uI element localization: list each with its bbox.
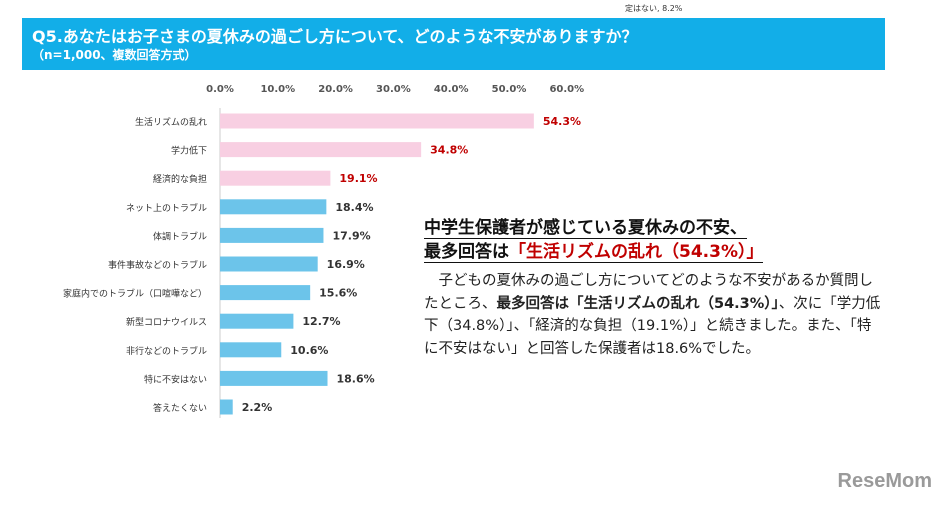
bar bbox=[220, 342, 282, 358]
question-title: Q5.あなたはお子さまの夏休みの過ごし方について、どのような不安がありますか？ bbox=[32, 27, 638, 46]
question-subtitle: （n=1,000、複数回答方式） bbox=[32, 48, 197, 62]
body-text-2: 、次に「学力低下（34.8%）」、「経済的な負担（19.1%）」と続きました。ま… bbox=[424, 295, 881, 357]
bar bbox=[220, 399, 233, 415]
category-label: 非行などのトラブル bbox=[126, 345, 207, 357]
category-label: 答えたくない bbox=[153, 402, 207, 414]
bar bbox=[220, 370, 328, 386]
value-label: 16.9% bbox=[327, 258, 365, 271]
body-bold: 最多回答は「生活リズムの乱れ（54.3%）」 bbox=[496, 295, 779, 312]
value-label: 18.4% bbox=[335, 201, 373, 214]
value-label: 10.6% bbox=[290, 344, 328, 357]
bar bbox=[220, 199, 327, 215]
x-tick-label: 40.0% bbox=[434, 84, 469, 95]
x-tick-label: 0.0% bbox=[206, 84, 234, 95]
article-heading: 中学生保護者が感じている夏休みの不安、 最多回答は「生活リズムの乱れ（54.3%… bbox=[424, 216, 884, 264]
bar bbox=[220, 227, 324, 243]
article-text: 中学生保護者が感じている夏休みの不安、 最多回答は「生活リズムの乱れ（54.3%… bbox=[424, 216, 884, 360]
value-label: 12.7% bbox=[302, 315, 340, 328]
bar bbox=[220, 256, 318, 272]
bar bbox=[220, 285, 311, 301]
category-label: 新型コロナウイルス bbox=[126, 316, 207, 328]
x-tick-label: 30.0% bbox=[376, 84, 411, 95]
bar bbox=[220, 113, 534, 129]
bar bbox=[220, 313, 294, 329]
category-label: 生活リズムの乱れ bbox=[135, 116, 207, 128]
x-tick-label: 10.0% bbox=[260, 84, 295, 95]
category-label: 事件事故などのトラブル bbox=[108, 259, 207, 271]
x-tick-label: 60.0% bbox=[549, 84, 584, 95]
value-label: 54.3% bbox=[543, 115, 581, 128]
x-tick-label: 20.0% bbox=[318, 84, 353, 95]
bar bbox=[220, 170, 331, 186]
category-label: 経済的な負担 bbox=[153, 173, 207, 185]
value-label: 15.6% bbox=[319, 287, 357, 300]
heading-highlight: 「生活リズムの乱れ（54.3%）」 bbox=[509, 242, 764, 262]
body-text-1: 子どもの夏休みの過ごし方についてどのような不安があるか質問したところ、 bbox=[424, 273, 874, 312]
category-label: 家庭内でのトラブル（口喧嘩など） bbox=[63, 288, 207, 300]
category-label: 特に不安はない bbox=[144, 373, 207, 385]
question-banner: Q5.あなたはお子さまの夏休みの過ごし方について、どのような不安がありますか？ … bbox=[22, 18, 885, 70]
value-label: 34.8% bbox=[430, 144, 468, 157]
article-body: 子どもの夏休みの過ごし方についてどのような不安があるか質問したところ、最多回答は… bbox=[424, 270, 884, 360]
heading-line-1: 中学生保護者が感じている夏休みの不安、 bbox=[424, 218, 747, 239]
bar bbox=[220, 142, 422, 158]
heading-prefix: 最多回答は bbox=[424, 242, 509, 262]
category-label: ネット上のトラブル bbox=[126, 202, 207, 214]
category-label: 体調トラブル bbox=[153, 230, 207, 242]
resemom-logo: ReseMom bbox=[837, 470, 932, 492]
value-label: 18.6% bbox=[337, 372, 375, 385]
value-label: 19.1% bbox=[339, 172, 377, 185]
x-tick-label: 50.0% bbox=[492, 84, 527, 95]
value-label: 2.2% bbox=[242, 401, 273, 414]
top-note: 定はない, 8.2% bbox=[625, 4, 683, 13]
category-label: 学力低下 bbox=[171, 145, 207, 157]
value-label: 17.9% bbox=[332, 229, 370, 242]
